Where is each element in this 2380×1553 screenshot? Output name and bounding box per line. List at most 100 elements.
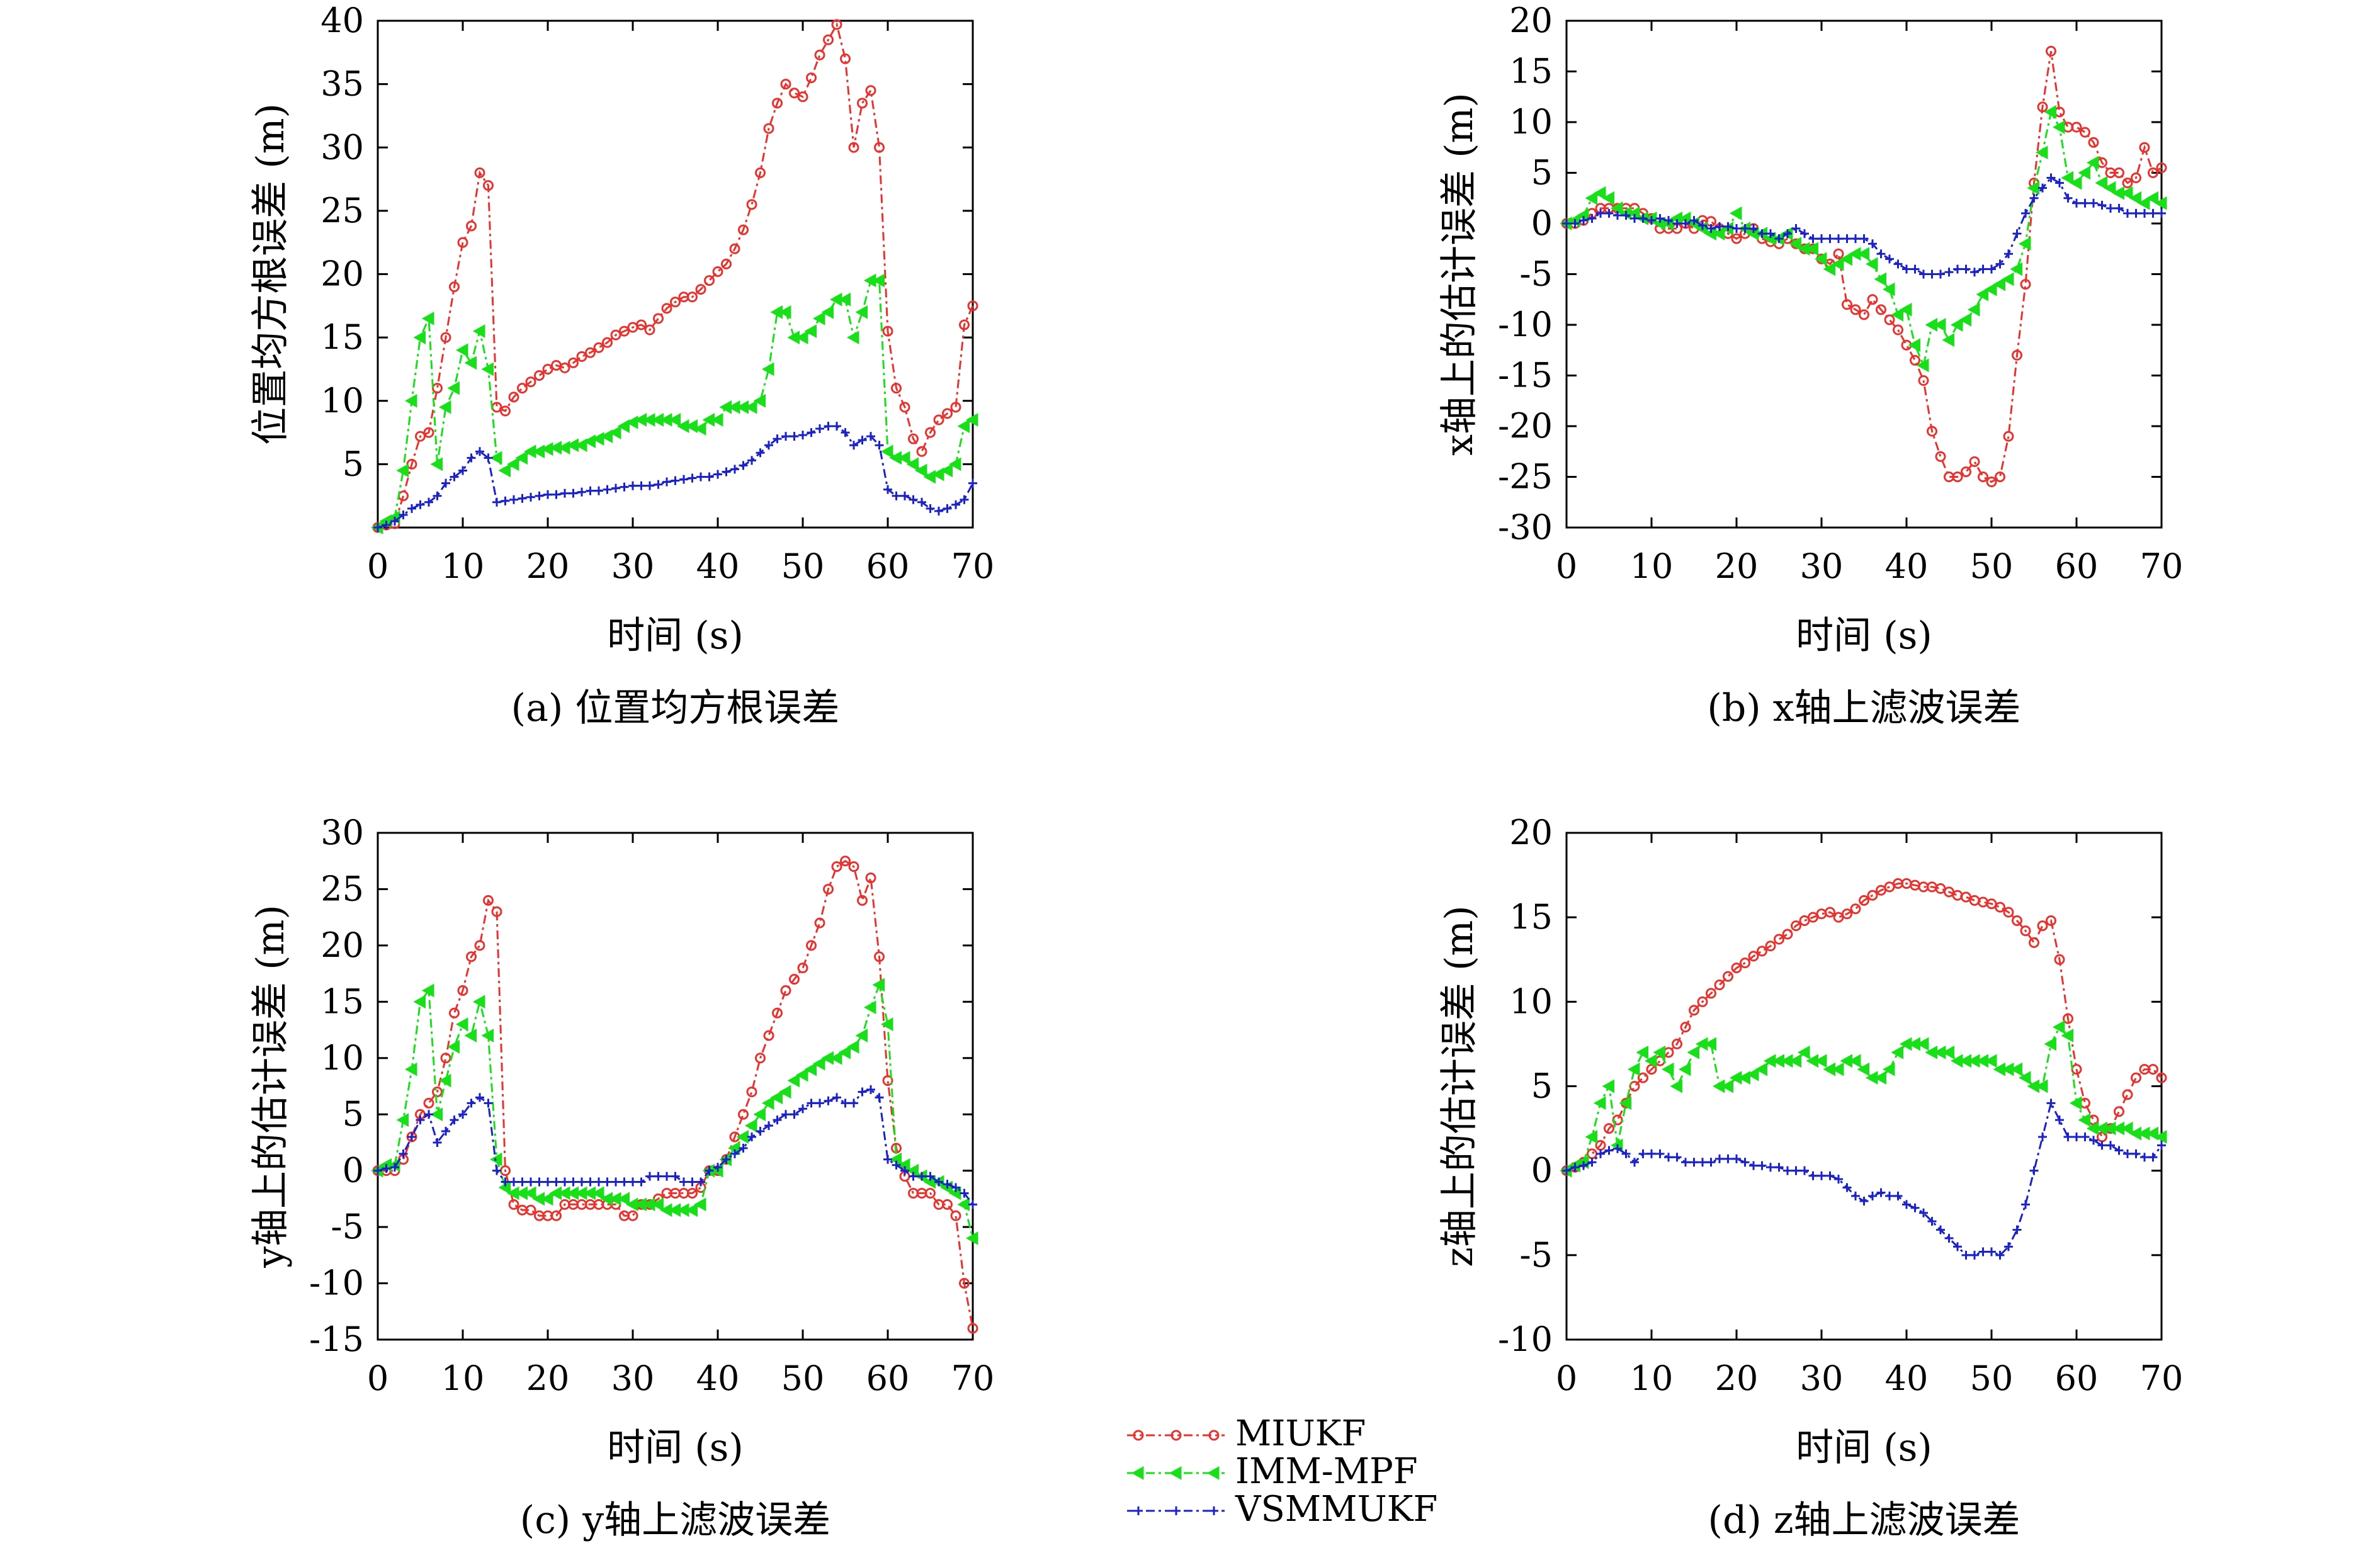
data-point-miukf	[2046, 45, 2056, 57]
data-point-miukf	[534, 370, 545, 381]
data-point-vsmmukf	[552, 490, 561, 499]
data-point-vsmmukf	[1698, 221, 1707, 230]
data-point-imm-mpf	[923, 470, 936, 484]
y-tick-label: 15	[1509, 52, 1553, 91]
data-point-vsmmukf	[1579, 1161, 1588, 1170]
data-point-vsmmukf	[1893, 1191, 1903, 1200]
data-point-miukf	[738, 1109, 749, 1120]
data-point-miukf	[780, 79, 791, 90]
data-point-miukf	[457, 237, 468, 248]
data-point-imm-mpf	[2044, 105, 2056, 119]
data-point-vsmmukf	[509, 495, 518, 504]
data-point-vsmmukf	[2148, 1153, 2158, 1162]
data-point-vsmmukf	[1834, 1175, 1843, 1184]
data-point-vsmmukf	[1970, 268, 1979, 277]
data-point-vsmmukf	[841, 428, 850, 438]
data-point-vsmmukf	[773, 434, 782, 444]
y-tick-label: 20	[1509, 1, 1553, 40]
data-point-vsmmukf	[943, 1180, 952, 1189]
data-point-miukf	[1884, 314, 1895, 325]
data-point-imm-mpf	[1593, 1096, 1606, 1110]
data-point-imm-mpf	[404, 1062, 417, 1076]
data-point-vsmmukf	[824, 1096, 833, 1105]
x-axis-label: 时间 (s)	[607, 1426, 744, 1470]
data-point-vsmmukf	[492, 1166, 501, 1175]
data-point-imm-mpf	[804, 1062, 817, 1076]
x-tick-label: 20	[1715, 546, 1759, 586]
data-point-imm-mpf	[829, 1051, 842, 1065]
data-point-miukf	[1927, 426, 1937, 437]
y-tick-label: 10	[320, 381, 364, 421]
data-point-vsmmukf	[926, 504, 935, 513]
data-point-imm-mpf	[778, 305, 791, 319]
data-point-vsmmukf	[2123, 1149, 2132, 1158]
data-point-vsmmukf	[637, 1177, 646, 1187]
data-point-vsmmukf	[2157, 208, 2166, 218]
data-point-miukf	[2122, 1089, 2133, 1100]
subfigure-caption: (d) z轴上滤波误差	[1708, 1498, 2020, 1542]
data-point-imm-mpf	[1899, 303, 1912, 317]
data-point-vsmmukf	[1664, 1153, 1673, 1162]
data-point-vsmmukf	[654, 480, 663, 489]
y-tick-label: 30	[320, 813, 364, 852]
data-point-vsmmukf	[586, 1177, 595, 1187]
data-point-imm-mpf	[583, 434, 596, 448]
data-point-vsmmukf	[416, 1115, 425, 1125]
data-point-miukf	[670, 296, 681, 308]
legend-marker-vsmmukf	[1172, 1506, 1181, 1515]
data-point-miukf	[721, 258, 732, 269]
data-point-vsmmukf	[2038, 1132, 2047, 1141]
data-point-vsmmukf	[620, 482, 629, 492]
data-point-imm-mpf	[2086, 155, 2099, 170]
x-tick-label: 30	[1800, 546, 1844, 586]
data-point-miukf	[772, 1007, 783, 1019]
data-point-miukf	[423, 1097, 434, 1109]
data-point-miukf	[440, 332, 451, 343]
data-point-miukf	[967, 300, 978, 312]
data-point-vsmmukf	[2157, 1141, 2166, 1150]
plot-frame	[377, 832, 974, 1341]
data-point-vsmmukf	[1936, 1225, 1945, 1234]
x-tick-label: 0	[1556, 1358, 1577, 1398]
data-point-vsmmukf	[1672, 1153, 1682, 1162]
data-point-vsmmukf	[373, 1166, 382, 1175]
data-point-vsmmukf	[594, 486, 603, 495]
data-point-imm-mpf	[897, 451, 910, 465]
data-point-vsmmukf	[1757, 229, 1767, 239]
data-point-vsmmukf	[1902, 1200, 1911, 1209]
data-point-vsmmukf	[790, 432, 799, 441]
data-point-vsmmukf	[713, 470, 722, 479]
data-point-vsmmukf	[1749, 1161, 1758, 1170]
data-point-vsmmukf	[2114, 1146, 2124, 1155]
data-point-miukf	[687, 1187, 698, 1199]
data-point-vsmmukf	[1885, 254, 1894, 264]
y-tick-label: 5	[343, 1094, 364, 1134]
data-point-miukf	[882, 1075, 893, 1087]
data-point-miukf	[1740, 957, 1750, 969]
data-point-imm-mpf	[1789, 237, 1801, 251]
data-point-vsmmukf	[951, 1183, 960, 1192]
series-line-vsmmukf	[377, 1088, 974, 1206]
data-point-vsmmukf	[1596, 208, 1605, 218]
data-point-miukf	[1731, 233, 1742, 244]
data-point-miukf	[432, 1086, 443, 1097]
data-point-vsmmukf	[798, 431, 807, 440]
data-point-miukf	[1714, 980, 1725, 990]
data-point-imm-mpf	[1916, 1037, 1929, 1051]
data-point-vsmmukf	[484, 453, 493, 463]
data-point-vsmmukf	[1893, 259, 1903, 269]
series-line-vsmmukf	[1566, 1100, 2163, 1257]
data-point-vsmmukf	[467, 453, 476, 463]
data-point-vsmmukf	[1681, 219, 1690, 228]
data-point-vsmmukf	[679, 475, 688, 484]
data-point-miukf	[559, 362, 570, 373]
data-point-vsmmukf	[1570, 219, 1580, 228]
data-point-vsmmukf	[611, 1177, 620, 1187]
data-point-miukf	[1825, 906, 1835, 918]
data-point-miukf	[831, 19, 842, 30]
data-point-imm-mpf	[838, 292, 851, 307]
data-point-vsmmukf	[1808, 234, 1818, 244]
data-point-miukf	[831, 861, 842, 873]
data-point-miukf	[610, 329, 621, 341]
y-tick-label: 10	[1509, 981, 1553, 1021]
